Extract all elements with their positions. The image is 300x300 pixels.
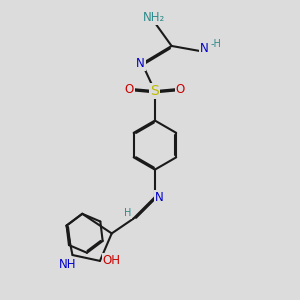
Text: OH: OH: [103, 254, 121, 267]
Text: N: N: [200, 42, 208, 56]
Text: O: O: [125, 82, 134, 96]
Text: N: N: [136, 57, 145, 70]
Text: NH: NH: [59, 258, 76, 271]
Text: S: S: [151, 84, 159, 98]
Text: NH₂: NH₂: [143, 11, 165, 24]
Text: H: H: [124, 208, 131, 218]
Text: -H: -H: [210, 39, 221, 49]
Text: N: N: [154, 190, 163, 204]
Text: O: O: [176, 82, 185, 96]
